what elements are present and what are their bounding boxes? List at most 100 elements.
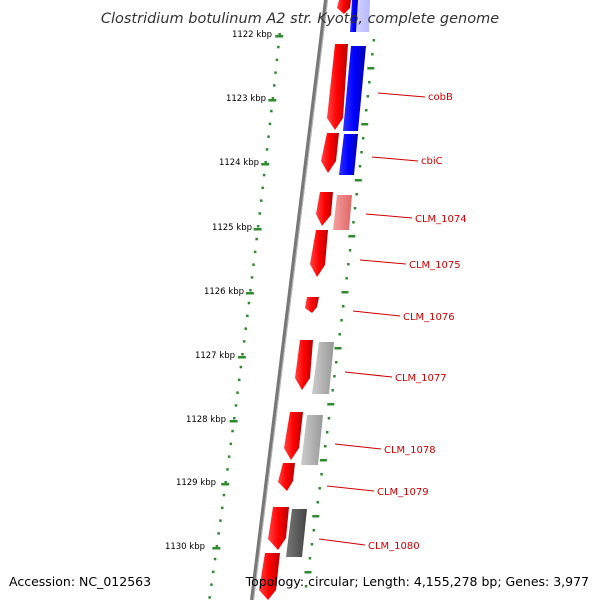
accession-text: Accession: NC_012563 (9, 574, 151, 589)
ruler-dot (215, 545, 219, 548)
gene-label-clm-1075[interactable]: CLM_1075 (409, 260, 461, 271)
outer-ring-dot (371, 53, 374, 56)
outer-ring-dot (361, 137, 365, 140)
gene-label-cbiC[interactable]: cbiC (421, 156, 443, 167)
connector-line (365, 213, 413, 219)
ring-feature[interactable] (286, 509, 307, 557)
ruler-dot (275, 58, 279, 62)
genome-title: Clostridium botulinum A2 str. Kyoto, com… (101, 11, 499, 27)
outer-ring-dot (353, 207, 357, 210)
cds-feature[interactable] (316, 192, 333, 226)
scale-ruler (208, 33, 281, 599)
gene-label-clm-1076[interactable]: CLM_1076 (403, 312, 455, 323)
ruler-dot (242, 340, 246, 343)
outer-ring-dot (333, 375, 336, 378)
ruler-dot (208, 596, 211, 599)
ruler-dot (249, 289, 252, 292)
ruler-dot (219, 519, 222, 522)
ruler-major-tick (261, 163, 270, 166)
outer-ring-major-tick (348, 235, 356, 238)
scale-tick-labels: 1122 kbp 1123 kbp 1124 kbp 1125 kbp 1126… (165, 30, 272, 552)
ruler-dot (227, 455, 231, 458)
ruler-dot (226, 468, 229, 471)
outer-ring-dot (365, 109, 368, 112)
outer-ring-dot (372, 39, 376, 42)
ruler-dot (255, 237, 258, 241)
outer-ring-ticks (304, 39, 376, 588)
scale-tick-label: 1124 kbp (219, 158, 259, 168)
ring-feature[interactable] (350, 0, 358, 32)
ruler-dot (239, 365, 243, 369)
ruler-dot (221, 506, 224, 510)
outer-ring-dot (318, 487, 321, 490)
ring-feature[interactable] (333, 195, 352, 230)
ruler-dot (224, 481, 227, 484)
outer-ring-dot (310, 543, 314, 546)
gene-labels: cobB cbiC CLM_1074 CLM_1075 CLM_1076 CLM… (368, 92, 467, 552)
outer-ring-dot (347, 263, 350, 266)
ruler-dot (268, 122, 272, 126)
genome-backbone-highlight (253, 0, 328, 600)
scale-tick-label: 1129 kbp (176, 478, 216, 488)
ruler-dot (273, 84, 276, 87)
scale-tick-label: 1128 kbp (186, 415, 226, 425)
gene-label-clm-1080[interactable]: CLM_1080 (368, 541, 420, 552)
ruler-dot (246, 314, 249, 318)
outer-ring-major-tick (304, 571, 312, 574)
outer-ring-dot (352, 221, 355, 224)
connector-line (377, 92, 426, 98)
connector-line (326, 485, 375, 492)
ring-feature[interactable] (312, 342, 334, 394)
outer-ring-dot (348, 249, 352, 252)
cds-feature[interactable] (305, 297, 319, 313)
ruler-dot (222, 493, 226, 497)
outer-ring-dot (324, 445, 327, 448)
gene-label-cobB[interactable]: cobB (428, 92, 453, 103)
ruler-dot (236, 391, 239, 394)
outer-ring-dot (360, 151, 363, 154)
cds-feature[interactable] (337, 0, 351, 14)
cds-feature[interactable] (284, 412, 303, 460)
outer-ring-dot (312, 529, 316, 532)
gene-label-clm-1078[interactable]: CLM_1078 (384, 445, 436, 456)
connector-line (318, 538, 366, 546)
ruler-dot (231, 429, 234, 433)
ruler-major-tick (253, 228, 262, 231)
scale-tick-label: 1127 kbp (195, 351, 235, 361)
cds-feature[interactable] (259, 553, 280, 600)
gene-label-clm-1079[interactable]: CLM_1079 (377, 487, 429, 498)
gene-label-clm-1074[interactable]: CLM_1074 (415, 214, 467, 225)
ruler-dot (262, 173, 266, 177)
ruler-dot (250, 276, 254, 279)
outer-ring-major-tick (361, 123, 369, 126)
outer-ring-dot (316, 501, 319, 504)
ruler-dot (247, 301, 251, 305)
ring-feature[interactable] (301, 415, 323, 465)
outer-ring-dot (327, 417, 331, 420)
cds-feature[interactable] (310, 230, 328, 277)
cds-feature[interactable] (321, 133, 339, 173)
outer-ring-dot (368, 81, 371, 84)
ruler-dot (274, 71, 277, 74)
outer-ring-dot (345, 277, 348, 280)
ruler-dot (260, 199, 263, 202)
ruler-dot (264, 161, 267, 164)
outer-ring-major-tick (319, 459, 327, 462)
ruler-major-tick (212, 547, 221, 550)
cds-feature[interactable] (327, 44, 348, 130)
outer-ring-major-tick (312, 515, 320, 518)
outer-ring-dot (331, 389, 334, 392)
cds-feature[interactable] (295, 340, 313, 390)
scale-tick-label: 1126 kbp (204, 287, 244, 297)
scale-tick-label: 1122 kbp (232, 30, 272, 40)
ruler-dot (267, 135, 270, 138)
cds-feature[interactable] (268, 507, 289, 550)
cds-feature[interactable] (278, 463, 295, 491)
ruler-major-tick (229, 420, 238, 423)
cds-track (259, 0, 351, 600)
gene-label-clm-1077[interactable]: CLM_1077 (395, 373, 447, 384)
ring-feature[interactable] (339, 134, 358, 175)
ring-feature[interactable] (343, 46, 366, 131)
outer-ring-dot (340, 319, 343, 322)
ruler-dot (256, 225, 260, 228)
